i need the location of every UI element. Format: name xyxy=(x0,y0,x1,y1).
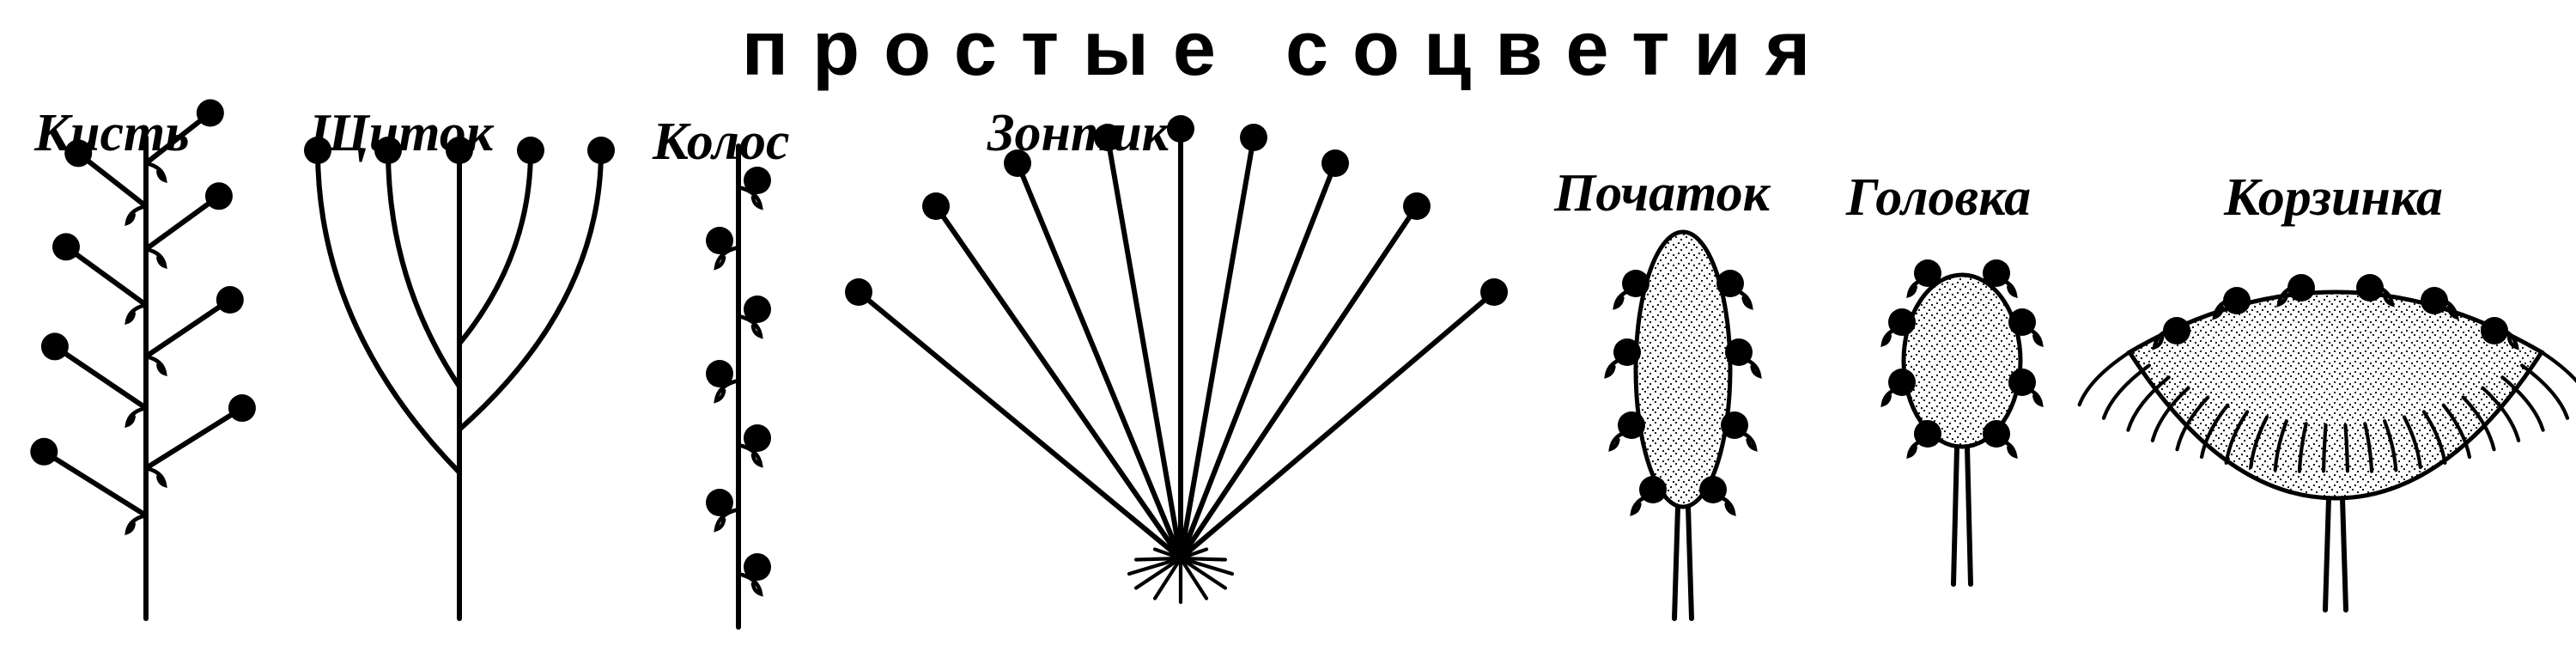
diagram-golovka xyxy=(1850,223,2074,593)
diagram-zontik xyxy=(824,129,1537,627)
diagram-shchitok xyxy=(292,129,627,618)
diagram-label-golovka: Головка xyxy=(1846,168,2031,229)
diagram-korzinka xyxy=(2104,241,2567,618)
diagram-kolos xyxy=(661,146,816,627)
page-title: простые соцветия xyxy=(0,5,2576,94)
diagram-pochatok xyxy=(1571,215,1795,627)
diagram-label-korzinka: Корзинка xyxy=(2224,168,2443,229)
diagram-kist xyxy=(17,137,275,618)
